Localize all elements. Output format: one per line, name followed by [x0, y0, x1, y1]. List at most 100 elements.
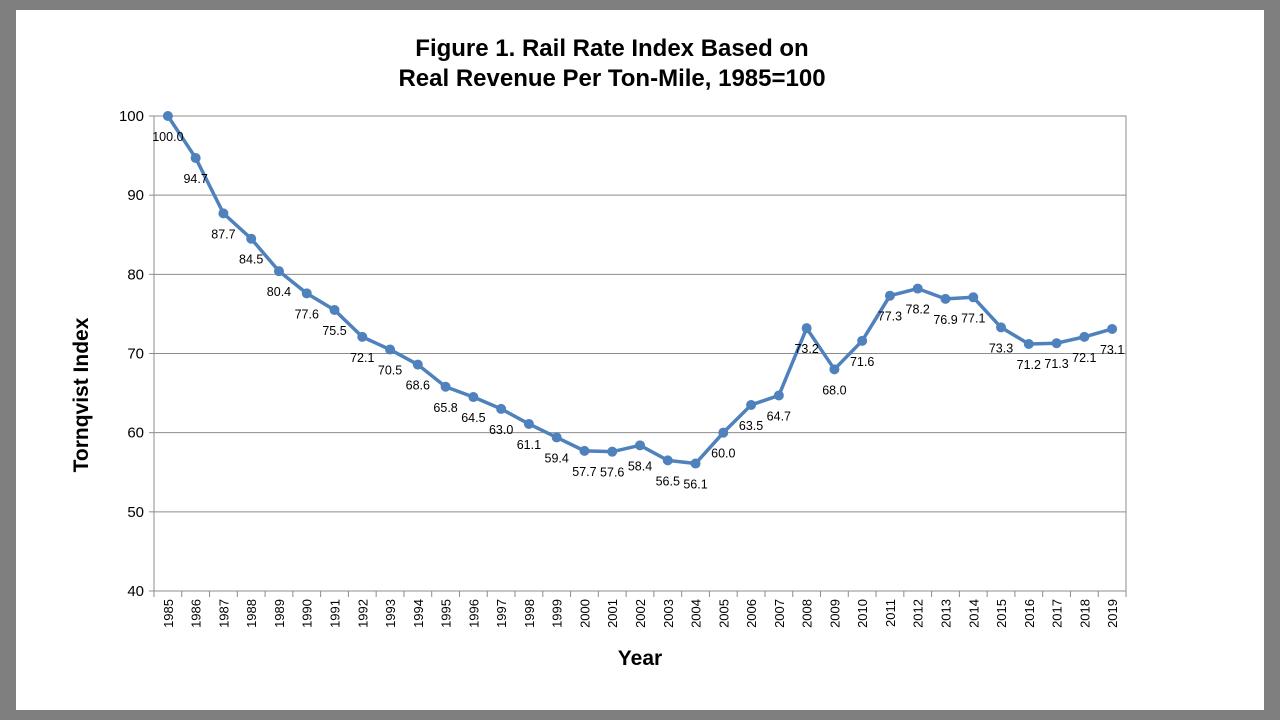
data-label: 65.8: [433, 401, 457, 415]
x-tick-label: 2005: [716, 599, 731, 628]
data-point: [662, 455, 673, 466]
x-tick-label: 2000: [577, 599, 592, 628]
x-axis: 1985 1986 1987 1988 1989 1990 1991 1992 1993 1994…: [153, 591, 1127, 628]
data-label: 71.6: [850, 355, 874, 369]
y-tick-label: 80: [127, 266, 144, 283]
data-label: 77.3: [878, 310, 902, 324]
data-label: 75.5: [322, 324, 346, 338]
data-point: [329, 304, 340, 315]
data-label: 59.4: [545, 451, 569, 465]
data-label: 84.5: [239, 253, 263, 267]
data-point: [218, 208, 229, 219]
data-point: [829, 364, 840, 375]
data-label: 58.4: [628, 459, 652, 473]
x-tick-label: 2004: [689, 599, 704, 628]
x-tick-label: 2001: [605, 599, 620, 628]
x-tick-label: 1990: [300, 599, 315, 628]
data-label: 77.1: [961, 311, 985, 325]
data-point: [996, 322, 1007, 333]
data-label: 72.1: [350, 351, 374, 365]
data-point: [912, 283, 923, 294]
data-label: 73.3: [989, 341, 1013, 355]
x-tick-label: 2003: [661, 599, 676, 628]
x-tick-label: 2014: [966, 599, 981, 628]
data-label: 57.7: [572, 465, 596, 479]
data-point: [1023, 339, 1034, 349]
y-tick-label: 40: [127, 583, 144, 600]
data-point: [385, 344, 396, 355]
y-tick-label: 90: [127, 187, 144, 204]
x-tick-label: 1985: [161, 599, 176, 628]
data-label: 63.5: [739, 419, 763, 433]
x-tick-label: 1996: [466, 599, 481, 628]
data-label: 68.0: [822, 383, 846, 397]
data-point: [968, 292, 979, 303]
data-label: 71.3: [1044, 357, 1068, 371]
x-tick-label: 2009: [827, 599, 842, 628]
data-label: 56.5: [656, 474, 680, 488]
x-tick-label: 1987: [216, 599, 231, 628]
data-point: [884, 290, 895, 301]
data-point: [412, 359, 423, 370]
data-point: [773, 390, 784, 401]
x-tick-label: 1997: [494, 599, 509, 628]
data-labels: 100.0 94.7 87.7 84.5 80.4 77.675.5 72.1 70.5 68.…: [152, 130, 1124, 492]
data-point: [579, 445, 590, 456]
x-tick-label: 2015: [994, 599, 1009, 628]
x-tick-label: 1995: [439, 599, 454, 628]
y-tick-label: 100: [119, 108, 144, 125]
x-tick-label: 1998: [522, 599, 537, 628]
data-label: 73.1: [1100, 343, 1124, 357]
x-tick-label: 2016: [1022, 599, 1037, 628]
data-point: [357, 331, 368, 342]
x-tick-label: 1993: [383, 599, 398, 628]
data-label: 68.6: [406, 379, 430, 393]
x-tick-label: 2012: [911, 599, 926, 628]
y-axis-title: Tornqvist Index: [70, 317, 93, 472]
data-label: 94.7: [183, 172, 207, 186]
data-point: [246, 233, 257, 244]
data-point: [190, 152, 201, 163]
data-point: [301, 288, 312, 299]
x-tick-label: 2006: [744, 599, 759, 628]
data-label: 76.9: [933, 313, 957, 327]
data-point: [635, 440, 645, 451]
data-point: [746, 399, 757, 410]
data-label: 78.2: [906, 303, 930, 317]
x-tick-label: 2019: [1105, 599, 1120, 628]
x-tick-label: 1992: [355, 599, 370, 628]
data-point: [273, 266, 284, 277]
data-label: 64.5: [461, 411, 485, 425]
data-point: [718, 427, 729, 438]
data-point: [551, 432, 562, 443]
slide: Figure 1. Rail Rate Index Based on Real …: [16, 10, 1264, 710]
line-chart: Figure 1. Rail Rate Index Based on Real …: [70, 35, 1127, 670]
data-label: 77.6: [295, 307, 319, 321]
data-point: [468, 392, 479, 403]
data-point: [607, 446, 618, 457]
x-tick-label: 2008: [800, 599, 815, 628]
x-tick-label: 2002: [633, 599, 648, 628]
x-tick-label: 1991: [328, 599, 343, 628]
data-label: 100.0: [152, 130, 183, 144]
data-point: [440, 381, 451, 392]
chart-title-line1: Figure 1. Rail Rate Index Based on: [415, 35, 808, 62]
series-markers: [162, 111, 1118, 469]
x-tick-label: 1994: [411, 599, 426, 628]
data-point: [162, 111, 173, 121]
gridlines: [154, 194, 1126, 513]
x-tick-label: 2007: [772, 599, 787, 628]
data-label: 57.6: [600, 466, 624, 480]
data-point: [940, 293, 951, 304]
data-label: 56.1: [683, 478, 707, 492]
data-label: 87.7: [211, 227, 235, 241]
x-tick-label: 1988: [244, 599, 259, 628]
data-point: [1107, 323, 1118, 334]
data-point: [496, 403, 507, 414]
x-tick-label: 2013: [938, 599, 953, 628]
data-label: 71.2: [1017, 358, 1041, 372]
y-tick-label: 50: [127, 504, 144, 521]
x-tick-label: 2017: [1050, 599, 1065, 628]
chart-title-line2: Real Revenue Per Ton-Mile, 1985=100: [398, 65, 825, 92]
data-point: [1051, 338, 1062, 349]
